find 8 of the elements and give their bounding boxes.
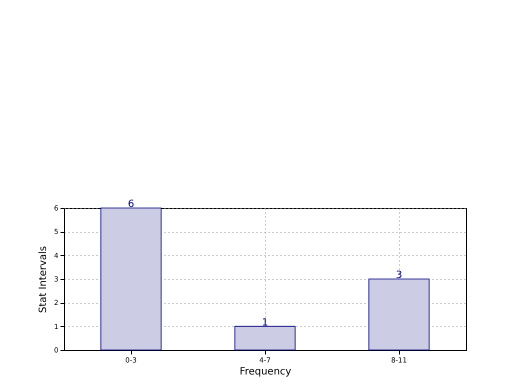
bar [100,208,162,350]
data-label: 3 [396,270,402,281]
y-axis-title: Stat Intervals [38,246,50,314]
bar [234,326,296,350]
x-axis-title: Frequency [240,366,292,378]
data-label: 6 [128,199,134,210]
bar [368,278,430,350]
data-label: 1 [262,317,268,328]
